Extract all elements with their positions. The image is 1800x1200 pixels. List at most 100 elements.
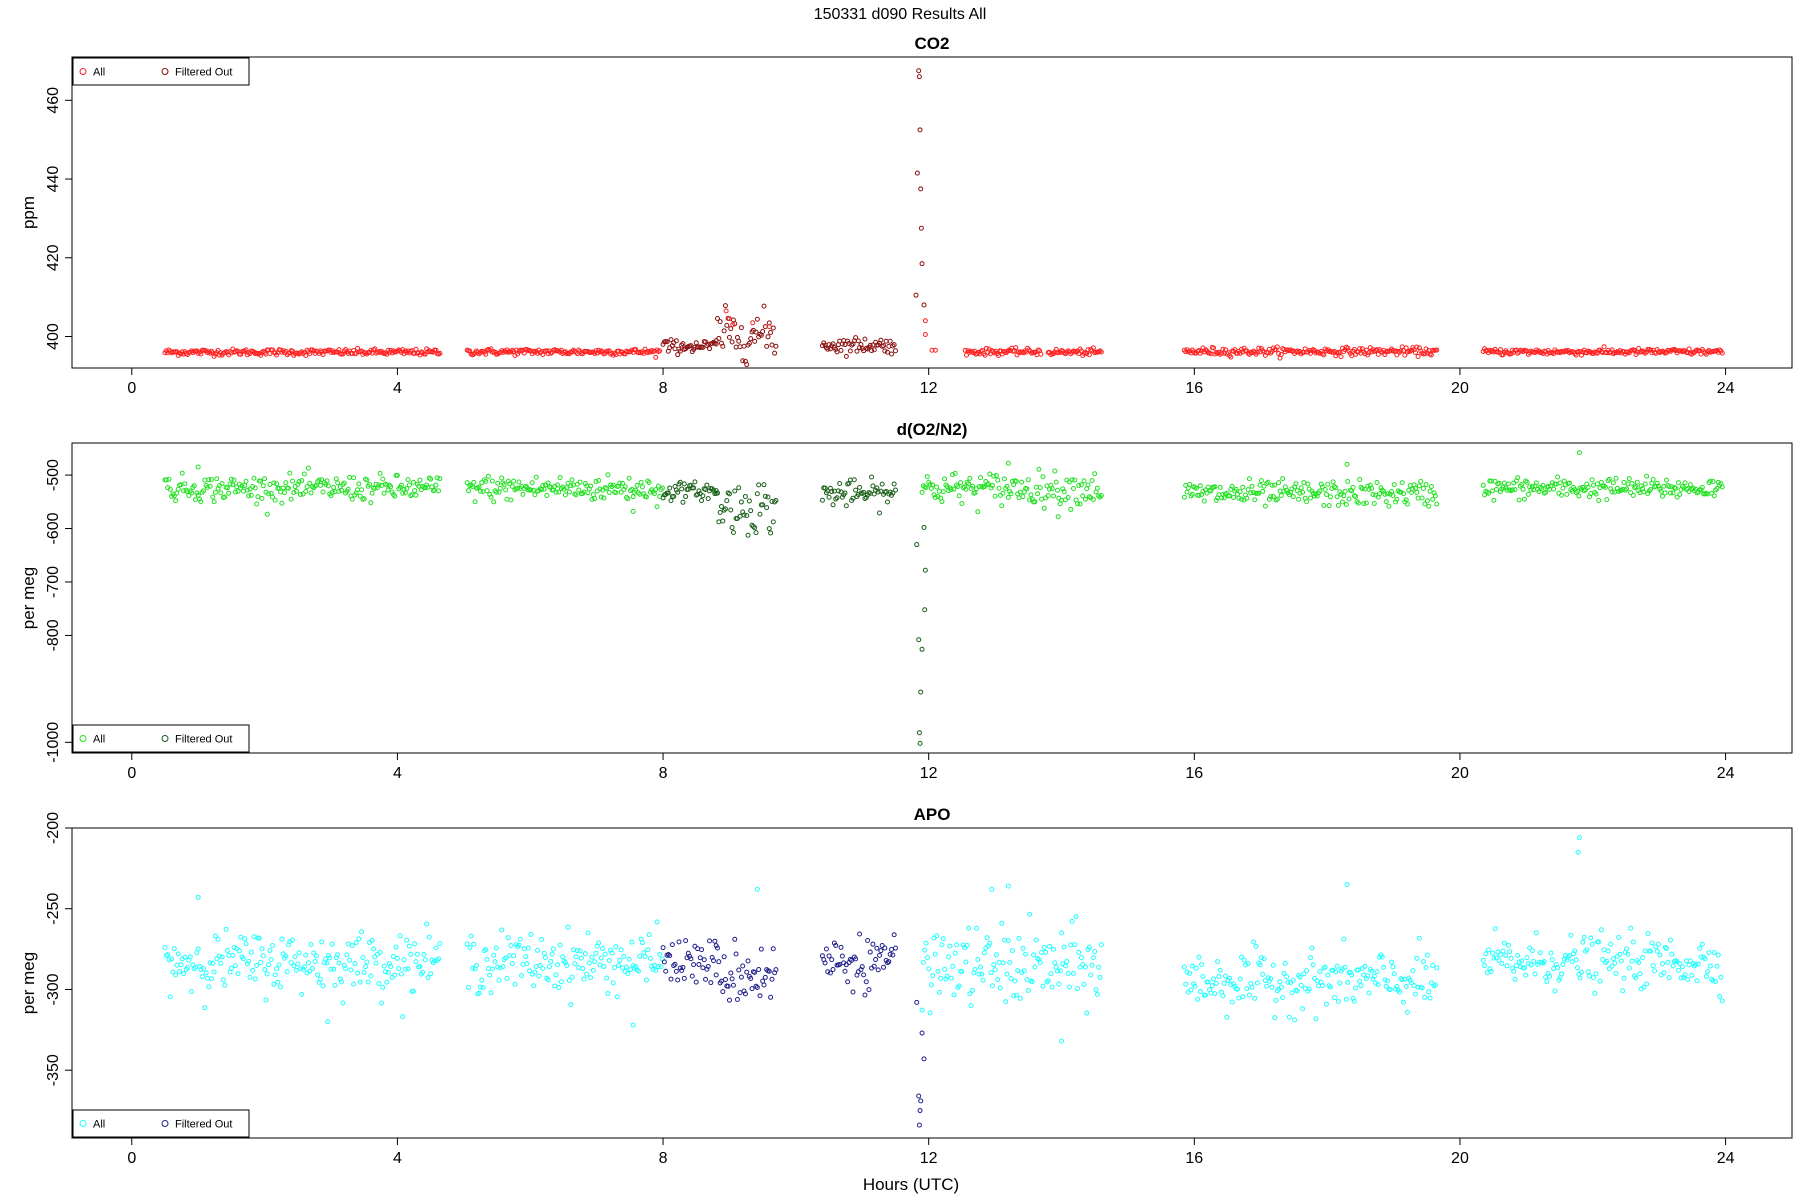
data-point xyxy=(489,966,495,972)
data-point xyxy=(1663,477,1669,483)
data-point xyxy=(1508,955,1514,961)
data-point xyxy=(394,955,400,961)
data-point xyxy=(1383,983,1389,989)
data-point xyxy=(364,477,370,483)
data-point xyxy=(1625,481,1631,487)
data-point xyxy=(576,965,582,971)
data-point xyxy=(1610,956,1616,962)
data-point xyxy=(1660,493,1666,499)
data-point xyxy=(1334,963,1340,969)
data-point xyxy=(838,944,844,950)
data-point xyxy=(1675,967,1681,973)
y-tick-label: -200 xyxy=(45,812,62,844)
data-point xyxy=(1335,998,1341,1004)
data-point xyxy=(769,342,775,348)
data-point xyxy=(977,475,983,481)
data-point xyxy=(838,347,844,353)
data-point xyxy=(1294,348,1300,354)
data-point xyxy=(332,982,338,988)
data-point xyxy=(524,961,530,967)
data-point xyxy=(479,977,485,983)
data-point xyxy=(203,970,209,976)
data-point xyxy=(1634,479,1640,485)
data-point xyxy=(163,477,169,483)
data-point xyxy=(916,1122,922,1128)
data-point xyxy=(921,1056,927,1062)
data-point xyxy=(1353,351,1359,357)
data-point xyxy=(202,477,208,483)
data-point xyxy=(1285,979,1291,985)
data-point xyxy=(962,484,968,490)
data-point xyxy=(833,496,839,502)
data-point xyxy=(1610,480,1616,486)
data-point xyxy=(507,953,513,959)
data-point xyxy=(630,1022,636,1028)
data-point xyxy=(956,493,962,499)
data-point xyxy=(724,498,730,504)
data-point xyxy=(976,971,982,977)
data-point xyxy=(1661,349,1667,355)
data-point xyxy=(1375,982,1381,988)
data-point xyxy=(541,486,547,492)
data-point xyxy=(1424,498,1430,504)
data-point xyxy=(843,503,849,509)
data-point xyxy=(1410,968,1416,974)
data-point xyxy=(1673,485,1679,491)
data-point xyxy=(264,971,270,977)
data-point xyxy=(890,490,896,496)
data-point xyxy=(1241,345,1247,351)
data-point xyxy=(1486,947,1492,953)
data-point xyxy=(592,959,598,965)
data-point xyxy=(1056,981,1062,987)
data-point xyxy=(1005,494,1011,500)
data-point xyxy=(1058,1038,1064,1044)
data-point xyxy=(1224,1014,1230,1020)
data-point xyxy=(208,477,214,483)
data-point xyxy=(693,340,699,346)
data-point xyxy=(1227,975,1233,981)
x-tick-label: 16 xyxy=(1185,380,1203,397)
data-point xyxy=(730,529,736,535)
data-point xyxy=(377,470,383,476)
data-point xyxy=(1621,975,1627,981)
data-point xyxy=(549,951,555,957)
data-point xyxy=(1423,964,1429,970)
data-point xyxy=(1609,963,1615,969)
data-point xyxy=(737,513,743,519)
data-point xyxy=(1398,489,1404,495)
data-point xyxy=(1282,960,1288,966)
data-point xyxy=(568,483,574,489)
data-point xyxy=(232,963,238,969)
data-point xyxy=(734,996,740,1002)
data-point xyxy=(488,494,494,500)
data-point xyxy=(1193,485,1199,491)
data-point xyxy=(243,347,249,353)
data-point xyxy=(343,966,349,972)
data-point xyxy=(389,974,395,980)
data-point xyxy=(926,966,932,972)
data-point xyxy=(589,496,595,502)
data-point xyxy=(556,489,562,495)
data-point xyxy=(503,955,509,961)
data-point xyxy=(1597,978,1603,984)
data-point xyxy=(317,976,323,982)
data-point xyxy=(726,334,732,340)
data-point xyxy=(328,966,334,972)
data-point xyxy=(737,344,743,350)
x-axis-title: Hours (UTC) xyxy=(863,1175,959,1194)
data-point xyxy=(745,958,751,964)
data-point xyxy=(720,518,726,524)
data-point xyxy=(773,343,779,349)
data-point xyxy=(299,991,305,997)
data-point xyxy=(1524,479,1530,485)
data-point xyxy=(934,933,940,939)
data-point xyxy=(968,1003,974,1009)
data-points xyxy=(162,835,1725,1128)
data-point xyxy=(1511,968,1517,974)
data-point xyxy=(939,499,945,505)
data-point xyxy=(390,953,396,959)
data-point xyxy=(681,481,687,487)
x-tick-label: 0 xyxy=(127,765,136,782)
data-point xyxy=(1096,964,1102,970)
